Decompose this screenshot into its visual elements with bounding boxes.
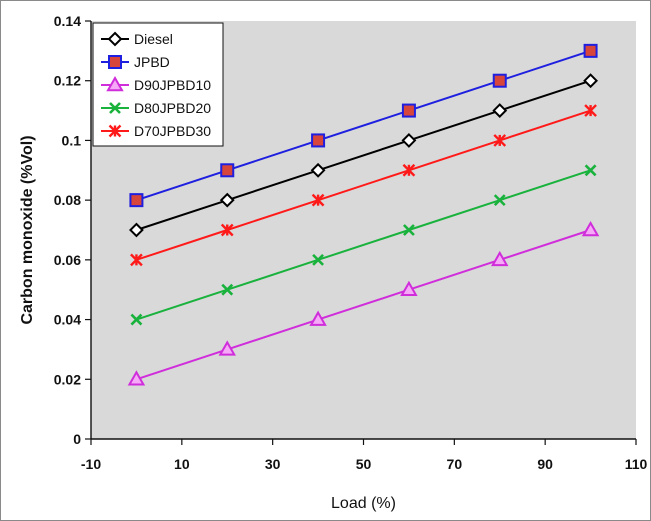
legend-label: Diesel [134, 31, 173, 47]
data-point-d90jpbd10 [491, 250, 509, 267]
x-tick-label: 50 [356, 456, 372, 472]
legend-item-d80jpbd20: D80JPBD20 [101, 100, 211, 116]
x-tick-label: 30 [265, 456, 281, 472]
legend-item-d70jpbd30: D70JPBD30 [101, 123, 211, 139]
data-point-jpbd [129, 193, 144, 208]
data-point-diesel [583, 73, 598, 89]
y-tick-label: 0.1 [62, 132, 82, 148]
data-point-d80jpbd20 [312, 253, 325, 266]
data-point-diesel [401, 133, 417, 148]
y-tick-label: 0.04 [54, 312, 81, 328]
data-point-d80jpbd20 [584, 164, 597, 177]
x-tick-label: 10 [174, 456, 190, 472]
data-point-d90jpbd10 [309, 310, 327, 326]
series-line-d80jpbd20 [136, 169, 591, 321]
data-point-jpbd [401, 103, 416, 118]
data-point-diesel [492, 103, 508, 118]
data-point-diesel [219, 192, 235, 208]
data-point-jpbd [108, 55, 122, 69]
y-tick-label: 0.02 [54, 371, 81, 387]
data-point-d70jpbd30 [402, 163, 416, 177]
data-point-d70jpbd30 [311, 193, 325, 207]
y-axis-title: Carbon monoxide (%Vol) [19, 135, 36, 324]
legend-item-jpbd: JPBD [101, 54, 170, 70]
data-point-d70jpbd30 [584, 104, 597, 117]
series-line-jpbd [136, 49, 591, 202]
data-point-d70jpbd30 [220, 223, 234, 237]
data-point-d80jpbd20 [402, 224, 415, 236]
series-d80jpbd20 [130, 164, 597, 326]
legend-label: D90JPBD10 [134, 77, 211, 93]
data-point-jpbd [492, 73, 507, 88]
x-tick-label: 70 [447, 456, 463, 472]
legend-label: JPBD [134, 54, 170, 70]
legend-label: D70JPBD30 [134, 123, 211, 139]
series-layer [127, 43, 600, 386]
data-point-d80jpbd20 [109, 102, 121, 114]
data-point-jpbd [311, 133, 326, 148]
legend: Diesel JPBD D90JPBD10 D80JPBD20 D70JPBD30 [92, 22, 224, 147]
y-tick-label: 0.08 [54, 192, 81, 208]
x-axis-ticks: -10 10 30 50 70 90 110 [81, 439, 648, 472]
x-tick-label: 110 [625, 456, 648, 472]
series-line-d70jpbd30 [136, 109, 591, 261]
data-point-d90jpbd10 [106, 75, 124, 92]
series-d90jpbd10 [127, 220, 600, 386]
data-point-diesel [310, 162, 326, 178]
series-line-d90jpbd10 [136, 229, 591, 381]
data-point-d90jpbd10 [400, 280, 418, 296]
data-point-diesel [129, 222, 144, 238]
y-axis-ticks: 0 0.02 0.04 0.06 0.08 0.1 0.12 0.14 [54, 13, 91, 447]
y-tick-label: 0.12 [54, 73, 81, 89]
data-point-jpbd [583, 43, 598, 58]
data-point-d70jpbd30 [108, 124, 122, 138]
x-tick-label: -10 [81, 456, 101, 472]
data-point-d80jpbd20 [493, 194, 506, 207]
series-line-diesel [136, 79, 591, 231]
y-tick-label: 0 [73, 431, 81, 447]
legend-item-diesel: Diesel [101, 31, 173, 47]
y-tick-label: 0.06 [54, 252, 81, 268]
data-point-d80jpbd20 [221, 283, 234, 296]
series-diesel [129, 73, 598, 238]
legend-item-d90jpbd10: D90JPBD10 [101, 75, 211, 93]
legend-label: D80JPBD20 [134, 100, 211, 116]
y-tick-label: 0.14 [54, 13, 81, 29]
x-axis-title: Load (%) [331, 495, 396, 512]
data-point-d70jpbd30 [493, 134, 507, 147]
data-point-d70jpbd30 [130, 253, 143, 267]
data-point-d90jpbd10 [218, 340, 236, 356]
data-point-d90jpbd10 [127, 370, 146, 386]
data-point-jpbd [220, 163, 235, 178]
data-point-d90jpbd10 [581, 220, 600, 237]
data-point-d80jpbd20 [130, 313, 143, 326]
series-d70jpbd30 [130, 104, 597, 267]
x-tick-label: 90 [537, 456, 553, 472]
data-point-diesel [107, 31, 123, 47]
series-jpbd [129, 43, 598, 208]
